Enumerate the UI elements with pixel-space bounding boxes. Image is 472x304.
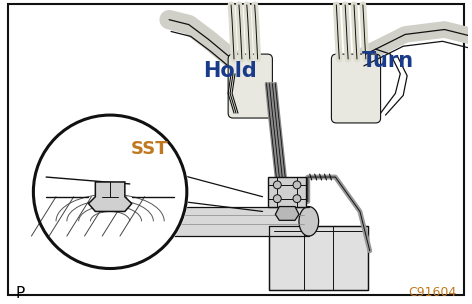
Polygon shape (270, 226, 368, 290)
Text: Hold: Hold (203, 61, 257, 81)
Bar (269, 177, 306, 206)
Polygon shape (88, 182, 132, 212)
Circle shape (32, 113, 189, 271)
Polygon shape (275, 206, 299, 220)
Circle shape (273, 195, 281, 203)
Bar (83, 206, 309, 236)
Circle shape (273, 181, 281, 189)
Text: P: P (16, 286, 25, 301)
Text: SST: SST (131, 140, 168, 158)
FancyBboxPatch shape (331, 54, 380, 123)
Text: C91604: C91604 (408, 286, 456, 299)
Circle shape (293, 195, 301, 203)
Circle shape (293, 181, 301, 189)
Text: Turn: Turn (362, 51, 413, 71)
Ellipse shape (299, 206, 319, 236)
FancyBboxPatch shape (228, 54, 272, 118)
